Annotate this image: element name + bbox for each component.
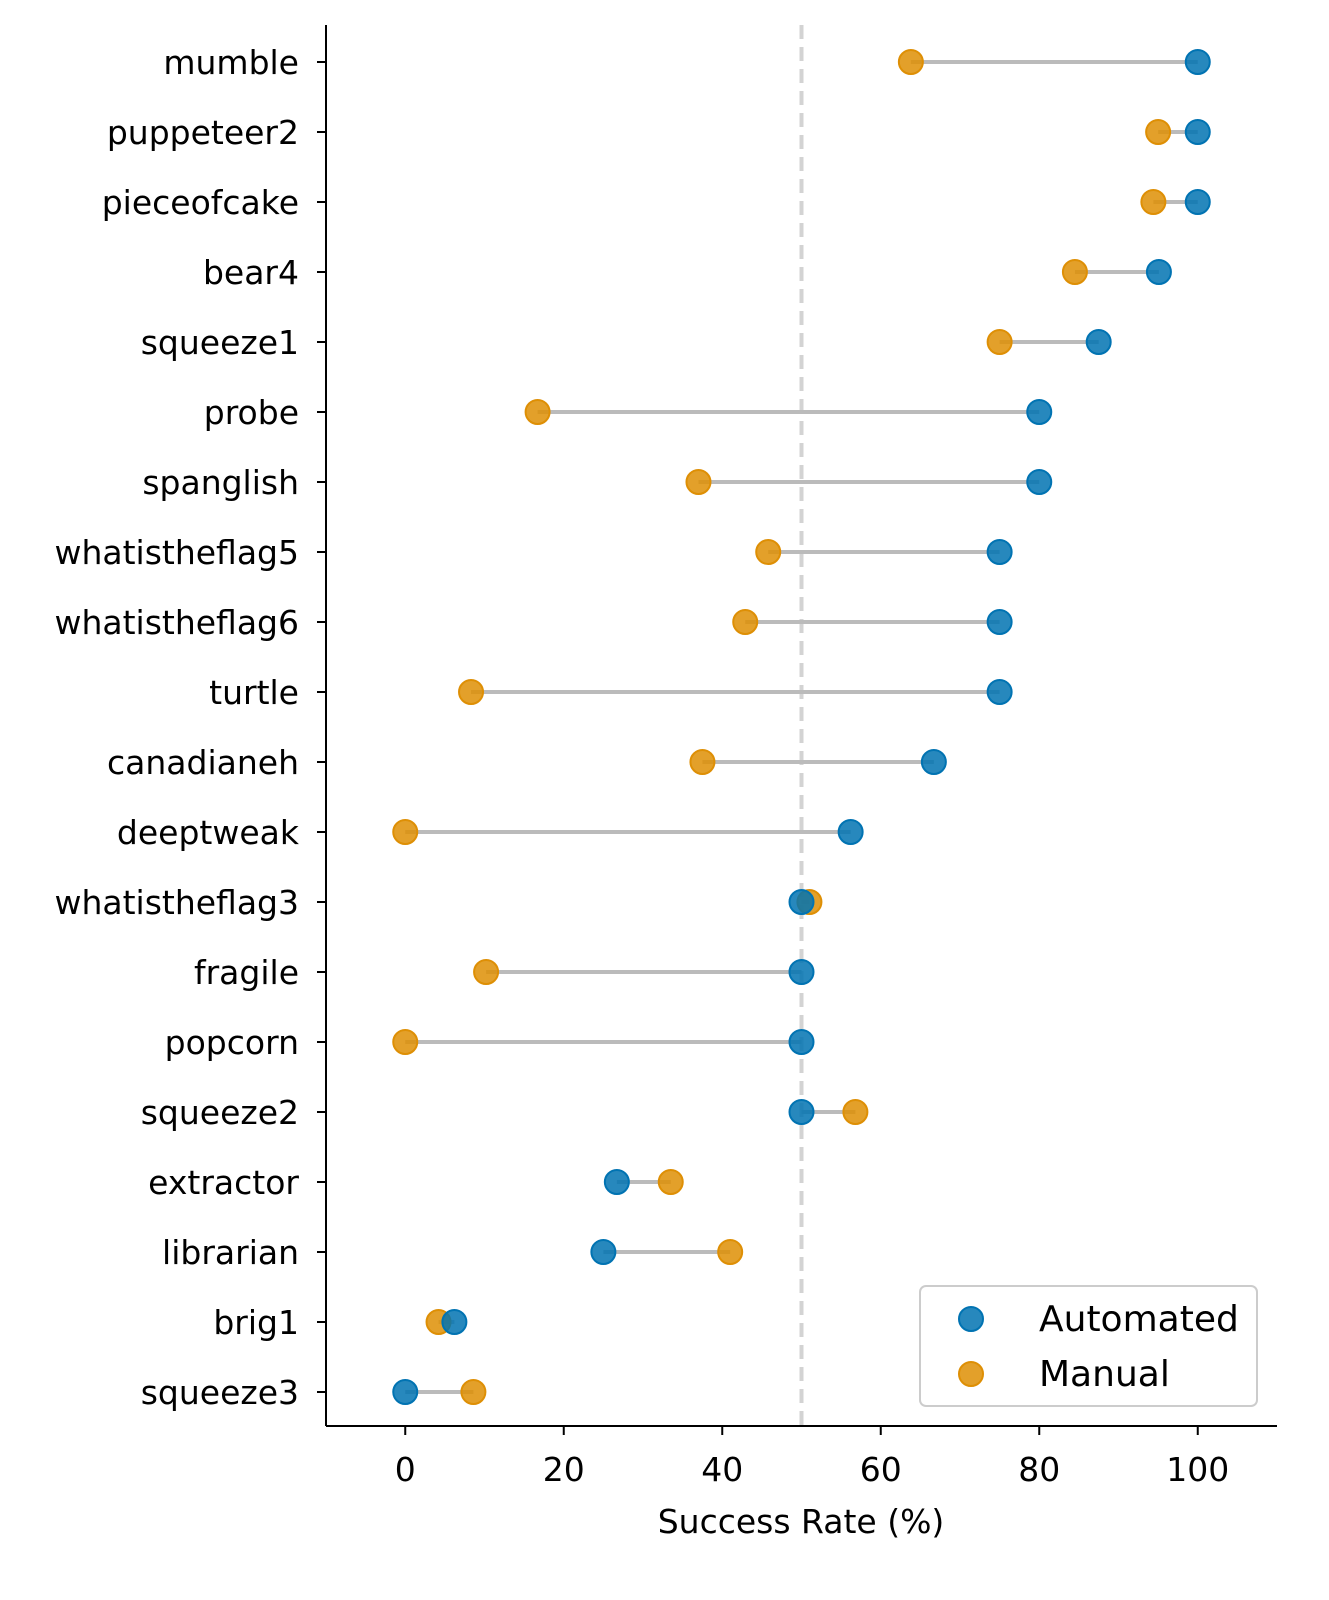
point-manual <box>524 399 551 425</box>
point-automated <box>441 1309 468 1335</box>
point-manual <box>717 1239 744 1265</box>
point-manual <box>685 469 712 495</box>
y-tick-label: whatistheflag6 <box>54 603 299 642</box>
point-automated <box>392 1379 419 1405</box>
point-automated <box>788 1029 815 1055</box>
y-tick-label: squeeze3 <box>141 1373 299 1412</box>
y-tick-label: pieceofcake <box>102 183 299 222</box>
point-automated <box>1026 469 1053 495</box>
point-manual <box>986 329 1013 355</box>
point-manual <box>392 1029 419 1055</box>
point-manual <box>392 819 419 845</box>
y-tick-label: squeeze2 <box>141 1093 299 1132</box>
legend-marker-automated <box>958 1306 984 1332</box>
x-tick-label: 20 <box>543 1450 585 1489</box>
point-manual <box>689 749 716 775</box>
point-manual <box>1145 119 1172 145</box>
legend-label-automated: Automated <box>1039 1299 1239 1340</box>
point-automated <box>986 539 1013 565</box>
point-automated <box>1184 189 1211 215</box>
y-tick-label: librarian <box>162 1233 299 1272</box>
y-tick-label: whatistheflag3 <box>54 883 299 922</box>
x-tick-label: 40 <box>701 1450 743 1489</box>
point-manual <box>897 49 924 75</box>
point-manual <box>1061 259 1088 285</box>
y-tick-label: deeptweak <box>117 813 300 852</box>
point-automated <box>590 1239 617 1265</box>
point-automated <box>1184 119 1211 145</box>
legend-label-manual: Manual <box>1039 1354 1170 1395</box>
point-automated <box>788 1099 815 1125</box>
x-tick-label: 80 <box>1018 1450 1060 1489</box>
point-automated <box>837 819 864 845</box>
y-tick-label: squeeze1 <box>141 323 299 362</box>
x-tick-label: 100 <box>1166 1450 1229 1489</box>
point-automated <box>1184 49 1211 75</box>
legend-box <box>919 1285 1258 1407</box>
point-automated <box>986 679 1013 705</box>
point-automated <box>1145 259 1172 285</box>
point-automated <box>1026 399 1053 425</box>
y-tick-label: turtle <box>209 673 299 712</box>
point-manual <box>473 959 500 985</box>
point-automated <box>920 749 947 775</box>
y-tick-label: spanglish <box>142 463 299 502</box>
y-tick-label: bear4 <box>203 253 299 292</box>
y-tick-label: popcorn <box>165 1023 299 1062</box>
y-tick-label: canadianeh <box>107 743 299 782</box>
x-tick-label: 60 <box>860 1450 902 1489</box>
point-manual <box>842 1099 869 1125</box>
point-manual <box>732 609 759 635</box>
y-tick-label: probe <box>204 393 299 432</box>
y-tick-label: brig1 <box>213 1303 299 1342</box>
legend-marker-manual <box>958 1361 984 1387</box>
x-tick-label: 0 <box>395 1450 416 1489</box>
y-tick-label: extractor <box>148 1163 299 1202</box>
point-automated <box>986 609 1013 635</box>
y-tick-label: puppeteer2 <box>107 113 299 152</box>
point-manual <box>1140 189 1167 215</box>
point-automated <box>603 1169 630 1195</box>
point-automated <box>788 889 815 915</box>
point-manual <box>458 679 485 705</box>
point-manual <box>755 539 782 565</box>
y-tick-label: whatistheflag5 <box>54 533 299 572</box>
point-manual <box>657 1169 684 1195</box>
point-manual <box>460 1379 487 1405</box>
point-automated <box>1085 329 1112 355</box>
y-tick-label: mumble <box>163 43 299 82</box>
x-axis-label: Success Rate (%) <box>658 1502 945 1541</box>
y-tick-label: fragile <box>194 953 299 992</box>
point-automated <box>788 959 815 985</box>
